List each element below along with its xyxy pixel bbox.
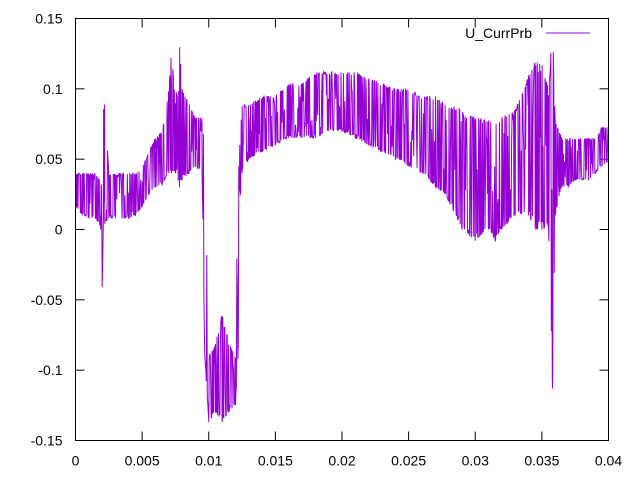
x-tick-label: 0.005 [125,453,160,469]
x-tick-label: 0.015 [258,453,293,469]
y-tick-label: 0.15 [35,11,62,27]
plot-frame [75,18,609,441]
x-tick-label: 0.04 [595,453,622,469]
y-tick-label: 0.05 [35,151,62,167]
series-line-u-currprb [75,47,609,423]
x-tick-label: 0.02 [328,453,355,469]
x-tick-label: 0 [72,453,80,469]
legend-label: U_CurrPrb [465,25,532,41]
x-tick-label: 0.01 [195,453,222,469]
y-tick-label: 0.1 [43,81,63,97]
x-tick-label: 0.035 [524,453,559,469]
x-tick-label: 0.025 [391,453,426,469]
y-tick-label: 0 [55,222,63,238]
x-tick-label: 0.03 [462,453,489,469]
legend: U_CurrPrb [465,25,590,41]
y-axis: -0.15 -0.1 -0.05 0 0.05 0.1 0.15 [31,11,609,449]
y-tick-label: -0.05 [31,292,63,308]
series-layer [75,47,609,423]
y-tick-label: -0.15 [31,433,63,449]
x-axis: 0 0.005 0.01 0.015 0.02 0.025 0.03 0.035 0.04 [72,18,622,469]
y-tick-label: -0.1 [38,362,62,378]
